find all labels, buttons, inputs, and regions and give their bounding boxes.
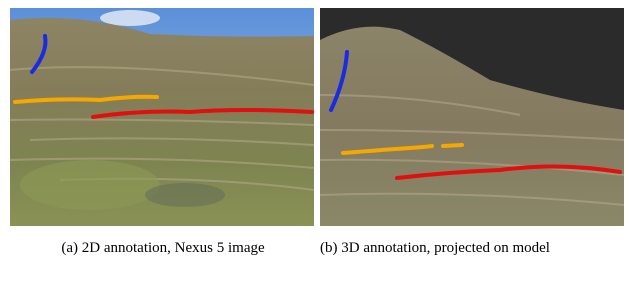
image-a — [10, 8, 314, 226]
image-b — [320, 8, 624, 226]
caption: (b) 3D annotation, projected on model — [320, 238, 624, 258]
caption: (a) 2D annotation, Nexus 5 image — [10, 238, 316, 258]
figure: (a) 2D annotation, Nexus 5 image (b) 3D … — [0, 0, 629, 281]
figure-images — [0, 0, 629, 235]
